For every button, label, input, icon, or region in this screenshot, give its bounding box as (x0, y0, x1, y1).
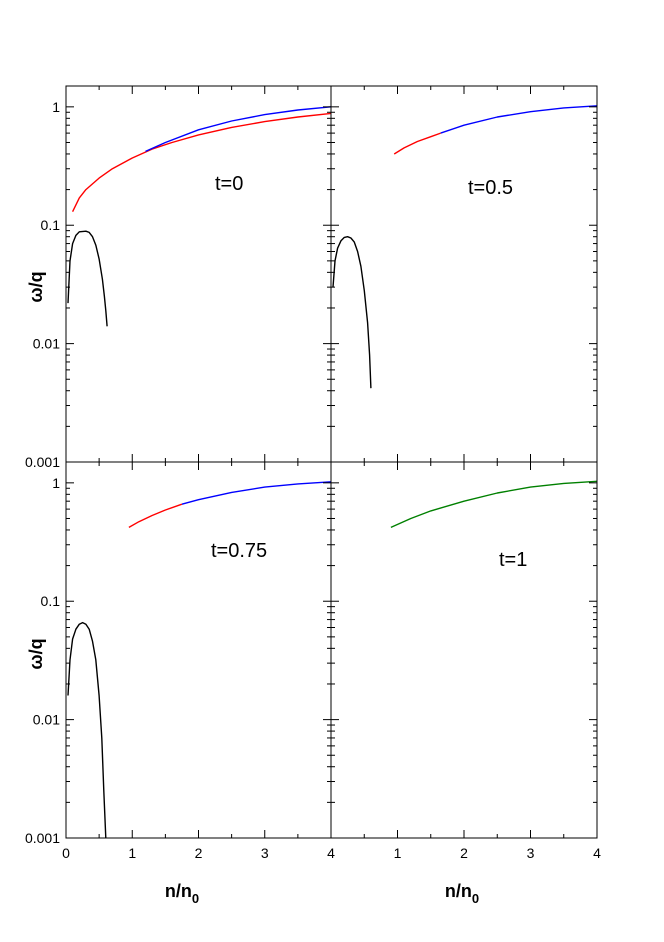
panel-3-xtick-label: 2 (460, 845, 468, 861)
x-axis-title-right-main: n/n (445, 881, 472, 901)
panel-2-frame (65, 461, 332, 839)
panel-0-series-blue-line (145, 106, 331, 153)
panel-1-series-black-line (332, 235, 372, 389)
panel-2-xtick-label: 3 (261, 845, 269, 861)
x-axis-title-left-main: n/n (165, 881, 192, 901)
panel-0-series-red-line (71, 112, 331, 213)
panel-0-ytick-label: 0.001 (25, 454, 60, 470)
panel-label-t075: t=0.75 (211, 540, 267, 562)
x-axis-title-right-sub: 0 (472, 891, 479, 906)
x-axis-title-left-sub: 0 (192, 891, 199, 906)
panel-0-ytick-label: 0.01 (33, 336, 60, 352)
panel-0-series-group (67, 106, 331, 327)
panel-1-series-group (332, 105, 597, 389)
panel-0-frame (65, 85, 332, 463)
panel-2-series-black-line (67, 621, 107, 838)
panel-2-series-red-line (128, 503, 183, 529)
panel-2-ytick-label: 1 (52, 475, 60, 491)
panel-3-frame (330, 461, 598, 839)
panel-2-series-blue-line (181, 481, 331, 505)
panel-label-t05: t=0.5 (468, 177, 513, 199)
x-axis-title-left: n/n0 (165, 881, 199, 906)
panel-1-series-blue-line (440, 105, 597, 134)
frame-layer: 0.01 0.1 1 0.001 0.001 0.01 0.1 1 0 1 2 3 4 1 2 3 4 (25, 85, 601, 861)
panel-2-ytick-label: 0.001 (25, 830, 60, 846)
panel-3-series-green-line (390, 480, 597, 529)
y-axis-title-top: ω/q (26, 271, 46, 302)
panel-2-ytick-label: 0.01 (33, 712, 60, 728)
panel-2-series-group (67, 481, 331, 838)
panel-2-xtick-label: 4 (327, 845, 335, 861)
x-axis-title-right: n/n0 (445, 881, 479, 906)
panel-2-xtick-label: 2 (195, 845, 203, 861)
panel-0-ytick-label: 0.1 (41, 217, 61, 233)
panel-label-t0: t=0 (215, 173, 243, 195)
panel-0-series-black-line (67, 230, 108, 327)
panel-1-series-red-line (393, 132, 441, 155)
panel-3-xtick-label: 4 (593, 845, 601, 861)
panel-0-ytick-label: 1 (52, 99, 60, 115)
plot-layer (67, 105, 597, 838)
panel-2-xtick-label: 1 (128, 845, 136, 861)
y-axis-title-bottom: ω/q (26, 638, 46, 669)
panel-1-frame (330, 85, 598, 463)
panel-3-series-group (390, 480, 597, 529)
panel-label-t1: t=1 (499, 549, 527, 571)
panel-3-xtick-label: 1 (394, 845, 402, 861)
panel-3-xtick-label: 3 (527, 845, 535, 861)
panel-2-ytick-label: 0.1 (41, 593, 61, 609)
panel-2-xtick-label: 0 (62, 845, 70, 861)
